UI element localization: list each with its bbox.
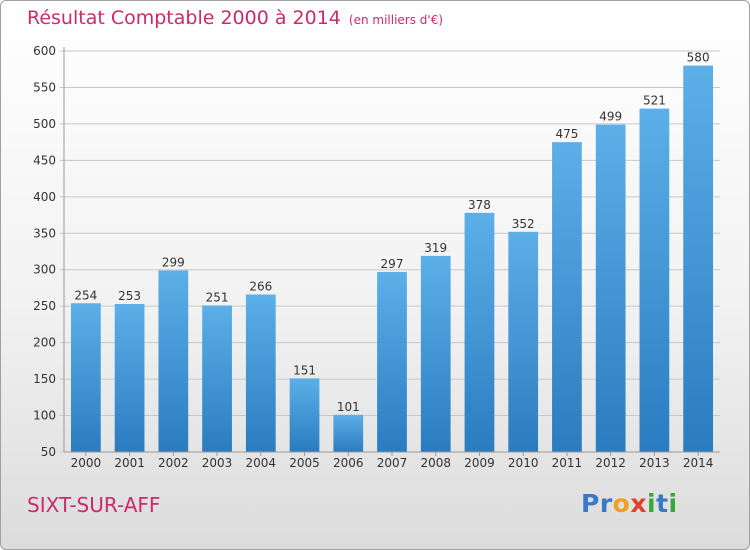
bar bbox=[158, 270, 189, 452]
bar bbox=[333, 414, 364, 452]
y-tick-label: 250 bbox=[33, 299, 56, 313]
bar bbox=[683, 65, 714, 452]
logo-letter: i bbox=[647, 489, 657, 518]
x-tick-label: 2010 bbox=[508, 456, 539, 470]
bar-value-label: 499 bbox=[599, 110, 622, 124]
chart-title-text: Résultat Comptable 2000 à 2014 bbox=[27, 7, 341, 29]
x-tick-label: 2004 bbox=[246, 456, 277, 470]
logo-letter: i bbox=[668, 489, 678, 518]
bar-value-label: 475 bbox=[555, 127, 578, 141]
bar-value-label: 299 bbox=[162, 255, 185, 269]
bar-value-label: 266 bbox=[249, 280, 272, 294]
bar-value-label: 297 bbox=[381, 257, 404, 271]
bar bbox=[245, 294, 276, 452]
bar bbox=[508, 231, 539, 452]
y-tick-label: 100 bbox=[33, 409, 56, 423]
chart-title: Résultat Comptable 2000 à 2014 (en millie… bbox=[27, 7, 443, 29]
y-tick-label: 450 bbox=[33, 153, 56, 167]
bar-value-label: 521 bbox=[643, 94, 666, 108]
y-tick-label: 600 bbox=[33, 44, 56, 58]
x-tick-label: 2000 bbox=[71, 456, 102, 470]
bar-value-label: 352 bbox=[512, 217, 535, 231]
x-tick-label: 2012 bbox=[595, 456, 626, 470]
bar-value-label: 101 bbox=[337, 400, 360, 414]
logo-letter: P bbox=[581, 489, 600, 518]
x-tick-label: 2013 bbox=[639, 456, 670, 470]
bar-value-label: 151 bbox=[293, 363, 316, 377]
x-tick-label: 2001 bbox=[114, 456, 145, 470]
chart-subtitle: (en milliers d'€) bbox=[348, 13, 444, 27]
bar bbox=[639, 108, 670, 453]
x-tick-label: 2003 bbox=[202, 456, 233, 470]
x-tick-label: 2011 bbox=[552, 456, 583, 470]
logo-letter: o bbox=[612, 489, 631, 518]
bar bbox=[552, 142, 582, 453]
y-tick-label: 150 bbox=[33, 372, 56, 386]
bar bbox=[114, 303, 145, 452]
y-tick-label: 200 bbox=[33, 336, 56, 350]
logo-letter: x bbox=[630, 489, 647, 518]
bar bbox=[70, 303, 101, 452]
y-tick-label: 350 bbox=[33, 226, 56, 240]
proxiti-logo: Proxiti bbox=[581, 489, 678, 518]
commune-name: SIXT-SUR-AFF bbox=[27, 493, 161, 517]
bar-value-label: 253 bbox=[118, 289, 141, 303]
x-tick-label: 2007 bbox=[377, 456, 408, 470]
x-tick-label: 2002 bbox=[158, 456, 189, 470]
x-tick-label: 2009 bbox=[464, 456, 495, 470]
x-tick-label: 2014 bbox=[683, 456, 714, 470]
logo-letter: t bbox=[656, 489, 669, 518]
logo-letter: r bbox=[599, 489, 613, 518]
bar bbox=[289, 378, 320, 452]
bar bbox=[595, 124, 626, 452]
y-tick-label: 300 bbox=[33, 263, 56, 277]
bar-value-label: 251 bbox=[206, 290, 229, 304]
bar-value-label: 580 bbox=[687, 51, 710, 65]
bar bbox=[420, 255, 451, 452]
bar-value-label: 319 bbox=[424, 241, 447, 255]
bar bbox=[464, 212, 495, 452]
x-tick-label: 2006 bbox=[333, 456, 364, 470]
y-tick-label: 550 bbox=[33, 80, 56, 94]
x-tick-label: 2005 bbox=[289, 456, 320, 470]
y-tick-label: 400 bbox=[33, 190, 56, 204]
y-tick-label: 50 bbox=[41, 445, 56, 459]
bar bbox=[377, 271, 407, 452]
y-tick-label: 500 bbox=[33, 117, 56, 131]
bar bbox=[202, 305, 232, 452]
bar-value-label: 254 bbox=[74, 288, 97, 302]
bar-value-label: 378 bbox=[468, 198, 491, 212]
x-tick-label: 2008 bbox=[420, 456, 451, 470]
